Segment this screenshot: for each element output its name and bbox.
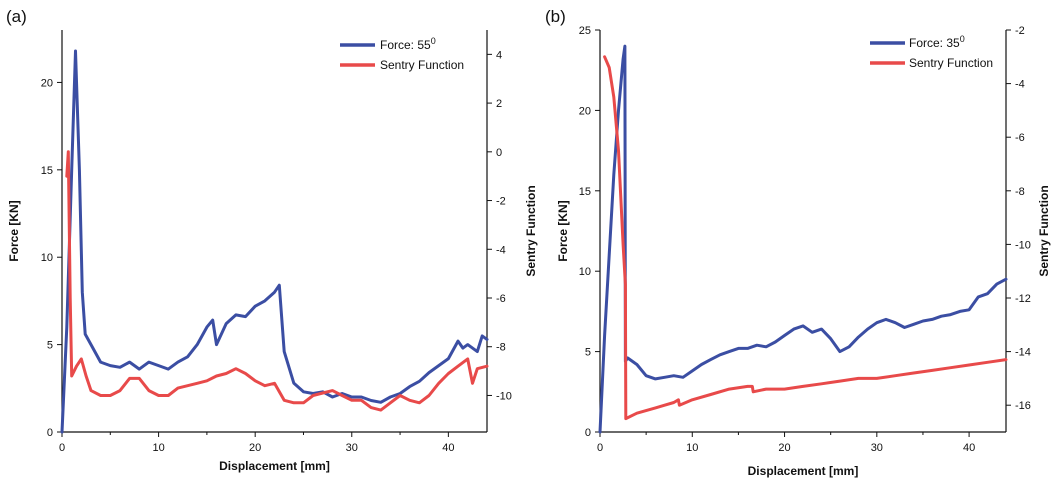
y-right-tick-label: -8 [1015,186,1025,198]
y-left-tick-label: 10 [41,252,53,264]
y-axis-left-title: Force [KN] [556,200,570,261]
x-tick-label: 10 [686,442,698,454]
x-tick-label: 20 [249,442,261,454]
legend-label: Force: 350 [909,34,965,50]
y-left-tick-label: 25 [579,25,591,37]
y-right-tick-label: 0 [496,147,502,159]
x-tick-label: 40 [442,442,454,454]
legend-label: Sentry Function [909,56,993,70]
y-right-tick-label: -16 [1015,400,1031,412]
y-right-tick-label: 4 [496,49,502,61]
y-left-tick-label: 10 [579,266,591,278]
y-left-tick-label: 20 [579,105,591,117]
x-axis-title: Displacement [mm] [748,464,859,478]
y-right-tick-label: -4 [496,244,506,256]
x-tick-label: 40 [963,442,975,454]
legend-label-superscript: 0 [960,34,965,44]
y-right-tick-label: -4 [1015,79,1025,91]
x-tick-label: 0 [59,442,65,454]
legend-label-text: Sentry Function [909,56,993,70]
y-axis-right-title: Sentry Function [1037,185,1051,276]
y-right-tick-label: -8 [496,342,506,354]
panel-label: (a) [6,7,27,26]
legend-label-text: Force: 35 [909,36,960,50]
y-left-tick-label: 5 [585,347,591,359]
y-left-tick-label: 0 [47,427,53,439]
series-line-sentry-function [65,150,489,412]
x-tick-label: 30 [346,442,358,454]
y-left-tick-label: 5 [47,340,53,352]
y-right-tick-label: -14 [1015,347,1031,359]
y-right-tick-label: -10 [496,390,512,402]
x-tick-label: 20 [778,442,790,454]
y-right-tick-label: -2 [1015,25,1025,37]
y-right-tick-label: -2 [496,196,506,208]
y-left-tick-label: 15 [579,186,591,198]
legend-label: Sentry Function [380,58,464,72]
series-line-force [60,49,489,434]
y-right-tick-label: -6 [1015,132,1025,144]
x-tick-label: 30 [871,442,883,454]
series-line-force [598,44,1008,434]
legend-label: Force: 550 [380,36,436,52]
y-right-tick-label: 2 [496,98,502,110]
panel-label: (b) [545,7,566,26]
x-tick-label: 0 [597,442,603,454]
y-axis-right-title: Sentry Function [524,185,538,276]
legend-label-text: Force: 55 [380,38,431,52]
y-right-tick-label: -10 [1015,239,1031,251]
y-left-tick-label: 20 [41,77,53,89]
y-right-tick-label: -6 [496,293,506,305]
y-right-tick-label: -12 [1015,293,1031,305]
series-line-sentry-function [603,55,1008,421]
y-left-tick-label: 15 [41,165,53,177]
legend-label-text: Sentry Function [380,58,464,72]
x-axis-title: Displacement [mm] [219,459,330,473]
legend-label-superscript: 0 [431,36,436,46]
y-axis-left-title: Force [KN] [7,200,21,261]
y-left-tick-label: 0 [585,427,591,439]
x-tick-label: 10 [152,442,164,454]
